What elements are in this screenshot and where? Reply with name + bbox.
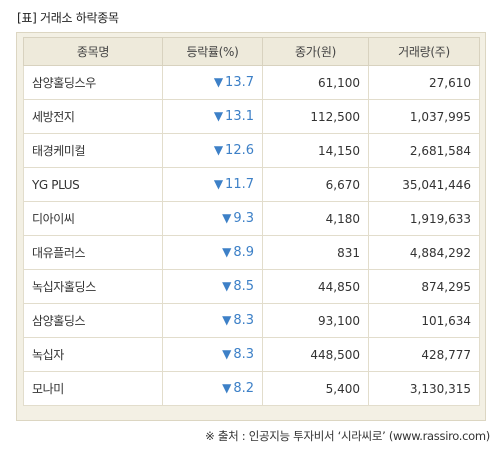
change-rate-value: 13.7 bbox=[225, 75, 254, 90]
stock-name: 삼양홀딩스 bbox=[23, 303, 163, 338]
close-price: 44,850 bbox=[262, 269, 369, 304]
change-rate-value: 12.6 bbox=[225, 143, 254, 158]
down-arrow-icon: ▼ bbox=[222, 347, 232, 361]
down-arrow-icon: ▼ bbox=[213, 143, 224, 157]
table-row: 녹십자홀딩스 ▼ 8.5 44,850 874,295 bbox=[23, 269, 480, 304]
change-rate: ▼ 8.5 bbox=[162, 269, 263, 304]
close-price: 448,500 bbox=[262, 337, 369, 372]
trade-volume: 27,610 bbox=[368, 65, 480, 100]
table-row: 세방전지 ▼ 13.1 112,500 1,037,995 bbox=[23, 99, 480, 134]
change-rate: ▼ 12.6 bbox=[162, 133, 263, 168]
close-price: 831 bbox=[262, 235, 369, 270]
stock-name: 모나미 bbox=[23, 371, 163, 406]
change-rate-value: 8.3 bbox=[233, 347, 254, 362]
close-price: 93,100 bbox=[262, 303, 369, 338]
table-row: YG PLUS ▼ 11.7 6,670 35,041,446 bbox=[23, 167, 480, 202]
change-rate-value: 8.2 bbox=[233, 381, 254, 396]
header-close-price: 종가(원) bbox=[262, 37, 369, 66]
stock-name: 대유플러스 bbox=[23, 235, 163, 270]
down-arrow-icon: ▼ bbox=[213, 75, 224, 89]
down-arrow-icon: ▼ bbox=[222, 381, 232, 395]
down-arrow-icon: ▼ bbox=[222, 313, 232, 327]
table-row: 삼양홀딩스 ▼ 8.3 93,100 101,634 bbox=[23, 303, 480, 338]
down-arrow-icon: ▼ bbox=[222, 279, 232, 293]
trade-volume: 101,634 bbox=[368, 303, 480, 338]
trade-volume: 874,295 bbox=[368, 269, 480, 304]
close-price: 112,500 bbox=[262, 99, 369, 134]
change-rate: ▼ 13.7 bbox=[162, 65, 263, 100]
stock-name: 세방전지 bbox=[23, 99, 163, 134]
table-row: 디아이씨 ▼ 9.3 4,180 1,919,633 bbox=[23, 201, 480, 236]
stock-name: YG PLUS bbox=[23, 167, 163, 202]
stock-name: 녹십자 bbox=[23, 337, 163, 372]
trade-volume: 35,041,446 bbox=[368, 167, 480, 202]
change-rate-value: 9.3 bbox=[233, 211, 254, 226]
change-rate: ▼ 8.3 bbox=[162, 337, 263, 372]
table-row: 녹십자 ▼ 8.3 448,500 428,777 bbox=[23, 337, 480, 372]
change-rate: ▼ 9.3 bbox=[162, 201, 263, 236]
down-arrow-icon: ▼ bbox=[213, 109, 224, 123]
change-rate: ▼ 11.7 bbox=[162, 167, 263, 202]
source-note: ※ 출처 : 인공지능 투자비서 ‘시라씨로’ (www.rassiro.com… bbox=[205, 429, 490, 443]
close-price: 5,400 bbox=[262, 371, 369, 406]
change-rate-value: 8.9 bbox=[233, 245, 254, 260]
change-rate-value: 8.3 bbox=[233, 313, 254, 328]
stock-name: 디아이씨 bbox=[23, 201, 163, 236]
header-stock-name: 종목명 bbox=[23, 37, 163, 66]
table-row: 모나미 ▼ 8.2 5,400 3,130,315 bbox=[23, 371, 480, 406]
trade-volume: 1,037,995 bbox=[368, 99, 480, 134]
change-rate-value: 8.5 bbox=[233, 279, 254, 294]
close-price: 6,670 bbox=[262, 167, 369, 202]
trade-volume: 428,777 bbox=[368, 337, 480, 372]
header-change-rate: 등락률(%) bbox=[162, 37, 263, 66]
table-row: 태경케미컬 ▼ 12.6 14,150 2,681,584 bbox=[23, 133, 480, 168]
trade-volume: 3,130,315 bbox=[368, 371, 480, 406]
stock-name: 태경케미컬 bbox=[23, 133, 163, 168]
declining-stocks-table: 종목명 등락률(%) 종가(원) 거래량(주) 삼양홀딩스우 ▼ 13.7 61,10… bbox=[23, 37, 480, 406]
table-row: 대유플러스 ▼ 8.9 831 4,884,292 bbox=[23, 235, 480, 270]
trade-volume: 2,681,584 bbox=[368, 133, 480, 168]
stock-name: 녹십자홀딩스 bbox=[23, 269, 163, 304]
change-rate-value: 11.7 bbox=[225, 177, 254, 192]
stock-name: 삼양홀딩스우 bbox=[23, 65, 163, 100]
close-price: 4,180 bbox=[262, 201, 369, 236]
trade-volume: 1,919,633 bbox=[368, 201, 480, 236]
table-header-row: 종목명 등락률(%) 종가(원) 거래량(주) bbox=[23, 37, 480, 66]
down-arrow-icon: ▼ bbox=[222, 245, 232, 259]
down-arrow-icon: ▼ bbox=[213, 177, 224, 191]
change-rate-value: 13.1 bbox=[225, 109, 254, 124]
change-rate: ▼ 13.1 bbox=[162, 99, 263, 134]
change-rate: ▼ 8.3 bbox=[162, 303, 263, 338]
table-row: 삼양홀딩스우 ▼ 13.7 61,100 27,610 bbox=[23, 65, 480, 100]
header-volume: 거래량(주) bbox=[368, 37, 480, 66]
page-title: [표] 거래소 하락종목 bbox=[17, 11, 119, 25]
table-frame: 종목명 등락률(%) 종가(원) 거래량(주) 삼양홀딩스우 ▼ 13.7 61,10… bbox=[16, 32, 486, 421]
down-arrow-icon: ▼ bbox=[222, 211, 232, 225]
close-price: 61,100 bbox=[262, 65, 369, 100]
change-rate: ▼ 8.2 bbox=[162, 371, 263, 406]
change-rate: ▼ 8.9 bbox=[162, 235, 263, 270]
close-price: 14,150 bbox=[262, 133, 369, 168]
trade-volume: 4,884,292 bbox=[368, 235, 480, 270]
